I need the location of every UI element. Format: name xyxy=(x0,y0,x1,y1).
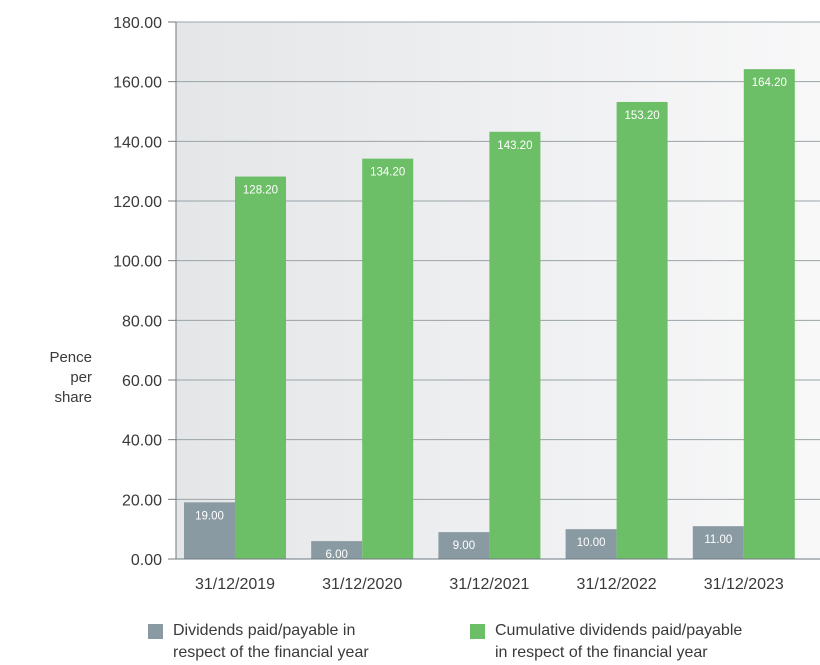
data-label: 164.20 xyxy=(752,77,787,89)
bar-cumulative xyxy=(489,131,541,559)
y-tick-label: 80.00 xyxy=(122,313,162,330)
legend-label: Dividends paid/payable in respect of the… xyxy=(173,620,369,664)
bar-dividends xyxy=(565,529,617,559)
data-label: 10.00 xyxy=(577,537,606,549)
x-axis-ticks: 31/12/2019 31/12/2020 31/12/2021 31/12/2022… xyxy=(176,558,820,593)
bar-dividends xyxy=(184,502,235,559)
x-tick-label: 31/12/2019 xyxy=(195,576,275,593)
y-tick-label: 60.00 xyxy=(122,373,162,390)
bar-cumulative xyxy=(616,101,668,559)
bar-dividends xyxy=(311,541,363,559)
data-label: 11.00 xyxy=(704,534,732,546)
bars: 19.00 128.20 6.00 134.20 9.00 143.20 10.00 153.… xyxy=(184,69,795,561)
y-axis-label-line: Pence xyxy=(49,349,92,366)
legend-item-cumulative: Cumulative dividends paid/payable in res… xyxy=(470,620,742,664)
y-tick-label: 40.00 xyxy=(122,433,162,450)
bar-cumulative xyxy=(743,69,795,560)
legend-label: Cumulative dividends paid/payable in res… xyxy=(495,620,742,664)
legend-label-line: in respect of the financial year xyxy=(495,644,708,661)
legend-label-line: Dividends paid/payable in xyxy=(173,622,356,639)
bar-cumulative xyxy=(362,158,414,560)
y-axis-ticks: 0.00 20.00 40.00 60.00 80.00 100.00 120.00 140.… xyxy=(113,15,177,569)
y-tick-label: 20.00 xyxy=(122,492,162,509)
legend-item-dividends: Dividends paid/payable in respect of the… xyxy=(148,620,369,664)
y-tick-label: 140.00 xyxy=(113,134,162,151)
y-axis-label-line: per xyxy=(70,369,92,386)
data-label: 9.00 xyxy=(453,540,475,552)
legend-swatch-green xyxy=(470,624,485,639)
y-axis-label-line: share xyxy=(54,389,92,406)
bar-dividends xyxy=(692,526,744,559)
y-tick-label: 100.00 xyxy=(113,254,162,271)
y-tick-label: 0.00 xyxy=(131,552,162,569)
x-tick-label: 31/12/2020 xyxy=(322,576,402,593)
y-tick-label: 180.00 xyxy=(113,15,162,32)
y-axis-label: Pence per share xyxy=(20,348,92,408)
legend-swatch-grey xyxy=(148,624,163,639)
bar-cumulative xyxy=(235,176,286,559)
legend-label-line: Cumulative dividends paid/payable xyxy=(495,622,743,639)
bar-dividends xyxy=(438,532,490,559)
data-label: 143.20 xyxy=(497,140,532,152)
x-tick-label: 31/12/2023 xyxy=(704,576,784,593)
data-label: 6.00 xyxy=(326,549,348,561)
data-label: 153.20 xyxy=(625,110,660,122)
y-tick-label: 120.00 xyxy=(113,194,162,211)
legend-label-line: respect of the financial year xyxy=(173,644,369,661)
data-label: 128.20 xyxy=(243,185,278,197)
x-tick-label: 31/12/2022 xyxy=(577,576,657,593)
data-label: 19.00 xyxy=(195,510,224,522)
y-tick-label: 160.00 xyxy=(113,75,162,92)
data-label: 134.20 xyxy=(370,167,405,179)
x-tick-label: 31/12/2021 xyxy=(449,576,529,593)
